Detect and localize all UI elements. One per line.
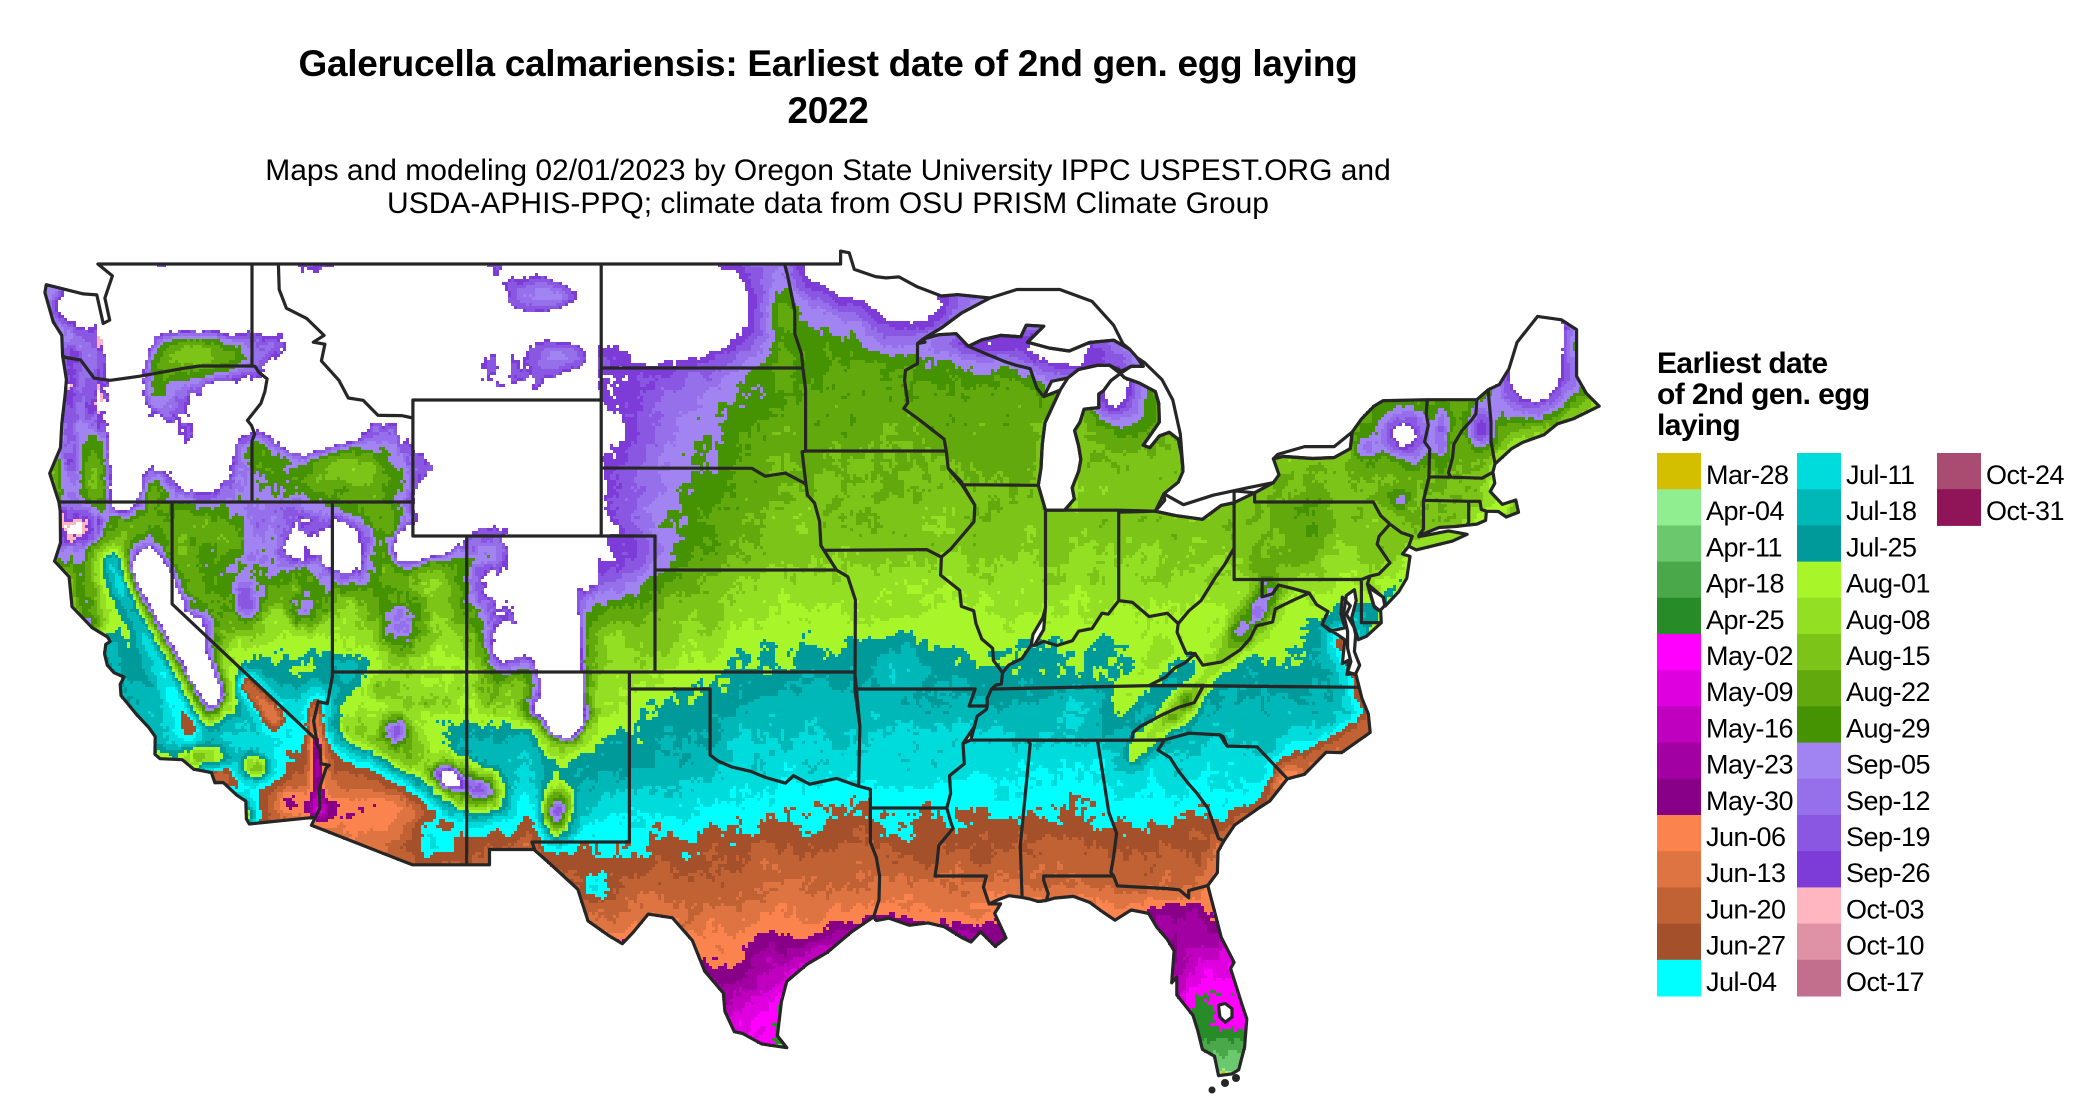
svg-text:Aug-29: Aug-29: [1846, 713, 1930, 743]
svg-text:Aug-08: Aug-08: [1846, 605, 1930, 635]
svg-text:Jun-06: Jun-06: [1706, 822, 1786, 852]
svg-text:Oct-03: Oct-03: [1846, 894, 1924, 924]
svg-text:Sep-12: Sep-12: [1846, 786, 1930, 816]
svg-text:Apr-04: Apr-04: [1706, 496, 1785, 526]
svg-text:May-30: May-30: [1706, 786, 1793, 816]
svg-text:May-02: May-02: [1706, 641, 1793, 671]
svg-text:Oct-10: Oct-10: [1846, 931, 1924, 961]
svg-text:Apr-18: Apr-18: [1706, 569, 1784, 599]
svg-text:Jul-04: Jul-04: [1706, 967, 1777, 997]
svg-text:Aug-22: Aug-22: [1846, 677, 1930, 707]
svg-text:May-23: May-23: [1706, 750, 1793, 780]
svg-text:Oct-24: Oct-24: [1986, 460, 2065, 490]
svg-text:Aug-15: Aug-15: [1846, 641, 1930, 671]
svg-text:Jul-11: Jul-11: [1846, 460, 1915, 490]
svg-text:Sep-05: Sep-05: [1846, 750, 1930, 780]
svg-text:Sep-19: Sep-19: [1846, 822, 1930, 852]
svg-text:Mar-28: Mar-28: [1706, 460, 1789, 490]
svg-text:Oct-17: Oct-17: [1846, 967, 1924, 997]
svg-text:Jul-18: Jul-18: [1846, 496, 1917, 526]
svg-text:Oct-31: Oct-31: [1986, 496, 2064, 526]
svg-text:Sep-26: Sep-26: [1846, 858, 1930, 888]
svg-text:Jun-20: Jun-20: [1706, 894, 1786, 924]
svg-text:Jul-25: Jul-25: [1846, 532, 1917, 562]
svg-text:Aug-01: Aug-01: [1846, 569, 1930, 599]
svg-text:Jun-13: Jun-13: [1706, 858, 1786, 888]
svg-text:Apr-25: Apr-25: [1706, 605, 1784, 635]
svg-text:May-16: May-16: [1706, 713, 1793, 743]
svg-text:May-09: May-09: [1706, 677, 1793, 707]
svg-text:Jun-27: Jun-27: [1706, 931, 1786, 961]
svg-text:Apr-11: Apr-11: [1706, 532, 1782, 562]
